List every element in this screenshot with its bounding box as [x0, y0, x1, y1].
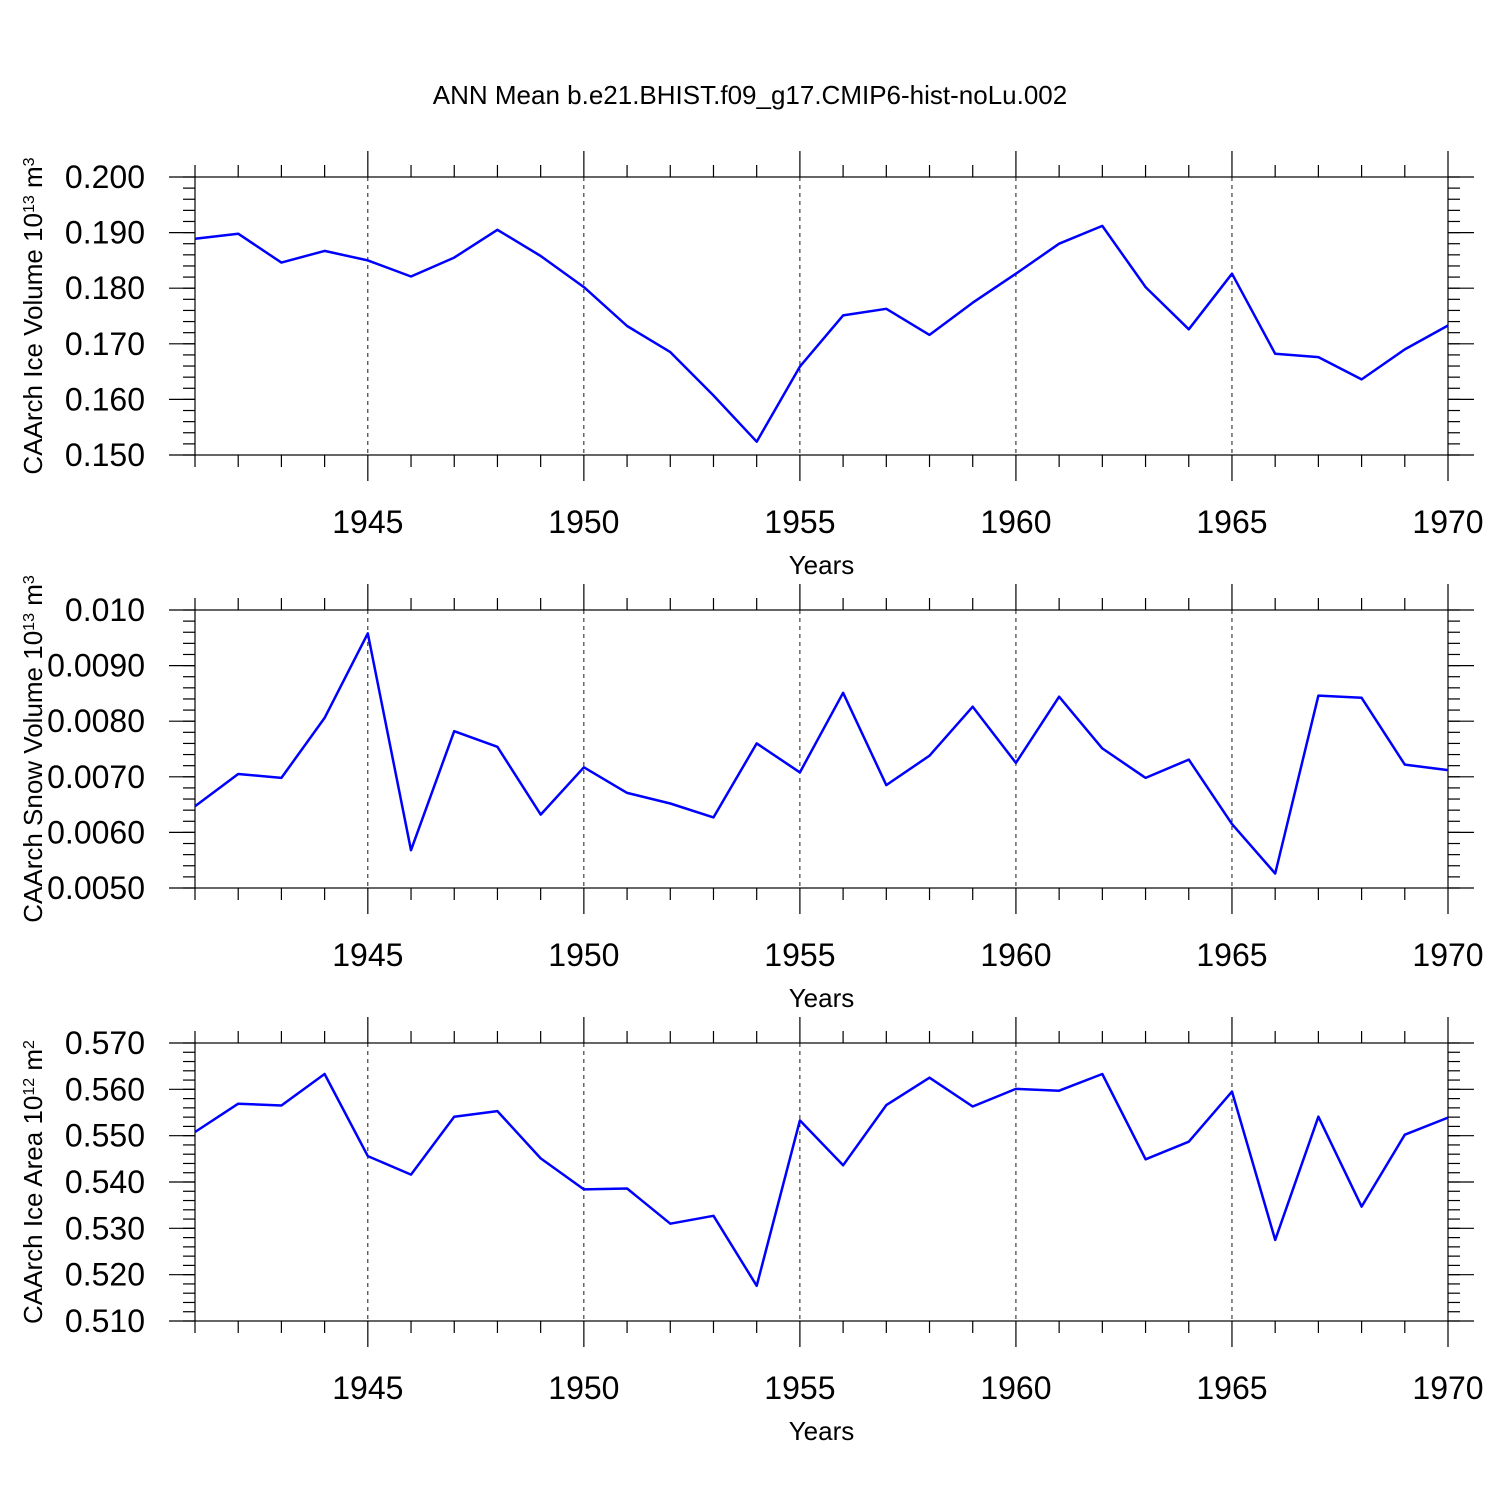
y-tick-label: 0.160: [65, 381, 145, 417]
series-line: [194, 632, 1449, 875]
x-axis-title: Years: [789, 550, 855, 580]
x-tick-label: 1950: [548, 504, 619, 540]
x-tick-label: 1965: [1196, 1370, 1267, 1406]
x-tick-label: 1960: [980, 1370, 1051, 1406]
y-tick-label: 0.0070: [47, 759, 145, 795]
x-tick-label: 1945: [332, 504, 403, 540]
x-tick-label: 1960: [980, 504, 1051, 540]
x-tick-label: 1965: [1196, 937, 1267, 973]
plot-frame: [194, 176, 1449, 456]
plot-frame: [194, 609, 1449, 889]
y-tick-label: 0.0090: [47, 648, 145, 684]
x-tick-label: 1960: [980, 937, 1051, 973]
y-tick-label: 0.520: [65, 1257, 145, 1293]
x-tick-label: 1970: [1412, 937, 1483, 973]
x-tick-label: 1945: [332, 1370, 403, 1406]
series-line: [194, 1072, 1449, 1288]
x-tick-label: 1955: [764, 937, 835, 973]
x-axis-title: Years: [789, 983, 855, 1013]
y-axis-title: CAArch Ice Volume 1013 m3: [18, 157, 48, 474]
x-tick-label: 1950: [548, 1370, 619, 1406]
y-axis-title: CAArch Snow Volume 1013 m3: [18, 575, 48, 923]
panel-3: 0.510 0.520 0.530 0.540 0.550 0.560 0.570 1945 1…: [18, 1017, 1484, 1446]
x-tick-label: 1970: [1412, 504, 1483, 540]
y-tick-label: 0.180: [65, 270, 145, 306]
y-tick-label: 0.0050: [47, 870, 145, 906]
figure-title: ANN Mean b.e21.BHIST.f09_g17.CMIP6-hist-…: [433, 80, 1067, 110]
x-axis-title: Years: [789, 1416, 855, 1446]
x-tick-label: 1955: [764, 504, 835, 540]
y-tick-label: 0.0080: [47, 703, 145, 739]
x-tick-label: 1965: [1196, 504, 1267, 540]
y-tick-label: 0.560: [65, 1071, 145, 1107]
y-tick-label: 0.570: [65, 1025, 145, 1061]
panel-1: 0.150 0.160 0.170 0.180 0.190 0.200 1945 1950 19…: [18, 151, 1484, 580]
y-tick-label: 0.530: [65, 1210, 145, 1246]
y-tick-label: 0.010: [65, 592, 145, 628]
y-tick-label: 0.190: [65, 215, 145, 251]
series-line: [194, 224, 1449, 443]
y-axis-title: CAArch Ice Area 1012 m2: [18, 1040, 48, 1324]
y-tick-label: 0.0060: [47, 814, 145, 850]
y-tick-label: 0.170: [65, 326, 145, 362]
x-tick-label: 1970: [1412, 1370, 1483, 1406]
y-tick-label: 0.200: [65, 159, 145, 195]
x-tick-label: 1950: [548, 937, 619, 973]
y-tick-label: 0.510: [65, 1303, 145, 1339]
x-tick-label: 1955: [764, 1370, 835, 1406]
panel-2: 0.0050 0.0060 0.0070 0.0080 0.0090 0.010 1945 1…: [18, 575, 1484, 1013]
y-tick-label: 0.540: [65, 1164, 145, 1200]
y-tick-label: 0.150: [65, 437, 145, 473]
y-tick-label: 0.550: [65, 1118, 145, 1154]
x-tick-label: 1945: [332, 937, 403, 973]
